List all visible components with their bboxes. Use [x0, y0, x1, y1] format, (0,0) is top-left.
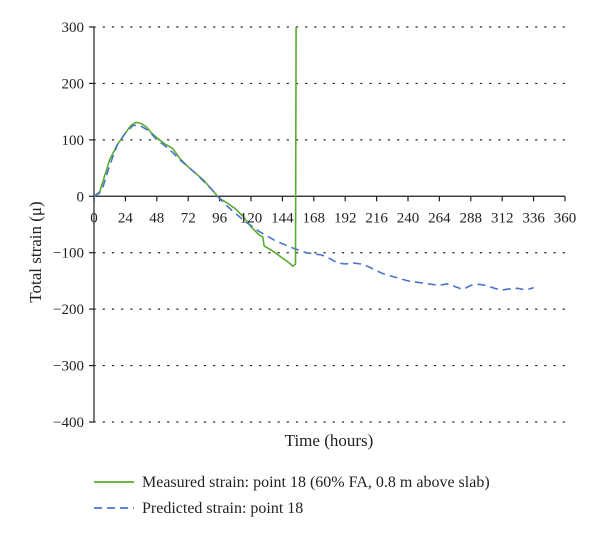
x-tick-label: 264	[428, 210, 451, 226]
x-axis-title: Time (hours)	[285, 431, 374, 450]
series-line-predicted	[93, 124, 534, 291]
x-tick-label: 96	[212, 210, 228, 226]
y-tick-label: −100	[53, 246, 84, 262]
x-tick-label: 168	[303, 210, 326, 226]
y-tick-label: −300	[53, 359, 84, 375]
tick-labels: −400 −300 −200 −100 0 100 200 300 0 24 48 72 96 120 14…	[53, 20, 576, 431]
y-tick-label: −400	[53, 415, 84, 431]
x-tick-label: 0	[90, 210, 98, 226]
x-tick-label: 216	[365, 210, 388, 226]
x-tick-label: 336	[522, 210, 545, 226]
x-tick-label: 24	[118, 210, 134, 226]
x-tick-label: 72	[181, 210, 196, 226]
series-lines	[93, 26, 534, 291]
y-tick-label: −200	[53, 302, 84, 318]
x-tick-label: 360	[554, 210, 577, 226]
x-tick-label: 192	[334, 210, 357, 226]
x-tick-label: 312	[491, 210, 514, 226]
y-tick-label: 100	[62, 133, 85, 149]
axes	[89, 26, 566, 423]
legend-label-predicted: Predicted strain: point 18	[142, 500, 303, 517]
legend-label-measured: Measured strain: point 18 (60% FA, 0.8 m…	[142, 474, 490, 491]
x-tick-label: 120	[240, 210, 263, 226]
x-tick-label: 48	[149, 210, 164, 226]
x-tick-label: 144	[271, 210, 294, 226]
y-tick-label: 0	[77, 189, 85, 205]
y-tick-label: 200	[62, 76, 85, 92]
x-tick-label: 288	[460, 210, 483, 226]
y-tick-label: 300	[62, 20, 85, 36]
legend: Measured strain: point 18 (60% FA, 0.8 m…	[94, 474, 490, 517]
series-line-measured	[93, 26, 297, 268]
y-axis-title: Total strain (μ)	[26, 201, 45, 302]
x-tick-label: 240	[397, 210, 420, 226]
